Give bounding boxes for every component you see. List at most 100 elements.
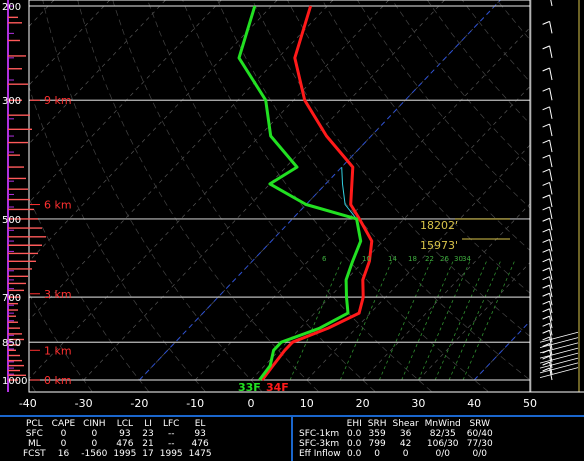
wind-barb-flag <box>543 229 550 232</box>
table-cell: 0 <box>390 449 422 459</box>
dry-adiabat-line <box>38 0 262 391</box>
pressure-label: 200 <box>2 2 21 13</box>
table-cell: 359 <box>365 429 390 439</box>
table-cell: 476 <box>186 439 215 449</box>
table-cell: 0/0 <box>422 449 464 459</box>
header-cell: CINH <box>78 419 110 429</box>
wind-barb-flag <box>543 46 550 49</box>
isotherm-line <box>530 0 584 380</box>
wind-barb-flag <box>543 107 550 110</box>
level-label: 18202' <box>420 219 458 232</box>
wind-barb <box>550 88 552 100</box>
mixing-ratio-label: 6 <box>322 255 327 263</box>
wind-barb-flag <box>543 182 550 185</box>
table-cell: SFC <box>20 429 49 439</box>
mixing-ratio-line <box>463 261 514 380</box>
table-cell: 799 <box>365 439 390 449</box>
isotherm-line <box>0 0 28 380</box>
parcel-table: PCL CAPE CINH LCL LI LFC EL SFC 0 0 93 2… <box>20 419 215 459</box>
header-cell: SRW <box>464 419 496 429</box>
header-cell: LFC <box>157 419 186 429</box>
panel-divider <box>291 417 293 461</box>
table-cell: -- <box>157 439 186 449</box>
wind-barb-flag <box>543 249 550 252</box>
hodograph-barb <box>540 343 578 353</box>
x-tick-label: 20 <box>356 397 370 410</box>
wind-barb <box>550 169 552 181</box>
mixing-ratio-label: 18 <box>408 255 417 263</box>
wind-barb-flag <box>543 316 550 319</box>
wind-barb-flag <box>543 207 550 210</box>
plot-frame <box>29 0 530 392</box>
wind-barb-flag <box>543 155 550 158</box>
isotherm-line <box>0 0 84 380</box>
table-row: SFC-1km 0.0 359 36 82/35 60/40 <box>296 429 496 439</box>
isotherm-line <box>28 0 419 380</box>
x-tick-label: 0 <box>248 397 255 410</box>
wind-barb-flag <box>543 309 550 312</box>
pressure-label: 300 <box>2 96 21 107</box>
mixing-ratio-line <box>402 261 453 380</box>
wind-barb <box>550 207 552 219</box>
wind-barb-flag <box>543 323 550 326</box>
dry-adiabat-line <box>275 0 584 391</box>
table-row: SFC-3km 0.0 799 42 106/30 77/30 <box>296 439 496 449</box>
x-tick-label: -20 <box>130 397 148 410</box>
mixing-ratio-label: 26 <box>440 255 449 263</box>
table-cell: 77/30 <box>464 439 496 449</box>
dry-adiabat-line <box>0 0 149 391</box>
dry-adiabat-line <box>0 0 92 391</box>
isotherm-highlight-line <box>474 0 584 380</box>
wind-barb-flag <box>543 124 550 127</box>
table-cell: 0.0 <box>344 439 365 449</box>
table-cell: 42 <box>390 439 422 449</box>
table-cell: 23 <box>139 429 156 439</box>
x-tick-label: 40 <box>467 397 481 410</box>
wind-barb <box>550 46 552 58</box>
wind-barb-flag <box>543 195 550 198</box>
wind-barb <box>550 155 552 167</box>
x-tick-label: -10 <box>186 397 204 410</box>
parcel-table-header: PCL CAPE CINH LCL LI LFC EL <box>20 419 215 429</box>
pressure-label: 850 <box>2 338 21 349</box>
table-cell: -1560 <box>78 449 110 459</box>
isotherm-line <box>251 0 584 380</box>
header-cell: SRH <box>365 419 390 429</box>
pressure-label: 700 <box>2 293 21 304</box>
table-cell: 21 <box>139 439 156 449</box>
table-cell: 0.0 <box>344 449 365 459</box>
isotherm-line <box>0 0 252 380</box>
hodograph-barb <box>540 348 578 358</box>
table-cell: Eff Inflow <box>296 449 344 459</box>
x-tick-label: -30 <box>75 397 93 410</box>
dry-adiabat-line <box>139 0 431 391</box>
table-cell: 0 <box>78 429 110 439</box>
pressure-label: 500 <box>2 215 21 226</box>
table-cell: -- <box>157 429 186 439</box>
mixing-ratio-label: 10 <box>362 255 371 263</box>
table-cell: 1995 <box>110 449 139 459</box>
wind-barb-flag <box>543 268 550 271</box>
x-tick-label: -40 <box>19 397 37 410</box>
table-cell: 93 <box>110 429 139 439</box>
wind-barb-flag <box>543 218 550 221</box>
wind-barb-flag <box>543 169 550 172</box>
header-cell: MnWind <box>422 419 464 429</box>
wind-barb <box>550 0 552 6</box>
mixing-ratio-label: 34 <box>462 255 471 263</box>
table-cell: 0 <box>365 449 390 459</box>
wind-barb <box>550 140 552 152</box>
table-cell: 0 <box>49 429 79 439</box>
height-label: 6 km <box>44 199 72 212</box>
x-tick-label: 10 <box>300 397 314 410</box>
wind-barb <box>550 68 552 80</box>
table-cell: 1475 <box>186 449 215 459</box>
header-cell: LCL <box>110 419 139 429</box>
header-cell: EHI <box>344 419 365 429</box>
x-tick-label: 30 <box>411 397 425 410</box>
mixing-ratio-label: 14 <box>388 255 397 263</box>
dry-adiabat-line <box>207 0 545 391</box>
wind-barb-flag <box>543 301 550 304</box>
table-cell: ML <box>20 439 49 449</box>
